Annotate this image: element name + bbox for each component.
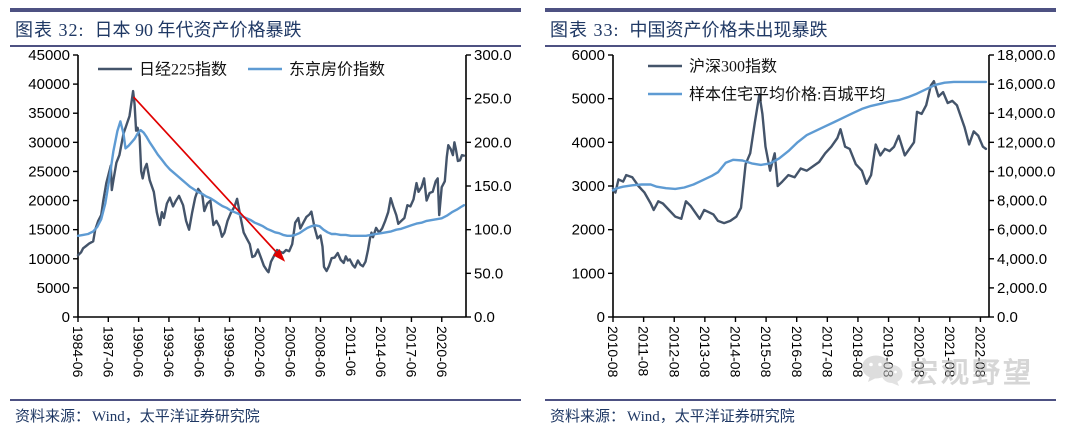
svg-text:0: 0: [62, 309, 70, 326]
svg-text:40000: 40000: [28, 76, 70, 93]
svg-text:200.0: 200.0: [474, 134, 512, 151]
svg-text:2020-08: 2020-08: [911, 326, 927, 378]
figure-33-caption: 图表 33: 中国资产价格未出现暴跌: [545, 12, 1056, 47]
svg-text:5000: 5000: [37, 280, 70, 297]
svg-text:12,000.0: 12,000.0: [997, 134, 1055, 151]
svg-text:2013-08: 2013-08: [697, 326, 713, 378]
svg-text:14,000.0: 14,000.0: [997, 105, 1055, 122]
svg-text:16,000.0: 16,000.0: [997, 76, 1055, 93]
svg-text:2012-08: 2012-08: [666, 326, 682, 378]
svg-text:2014-08: 2014-08: [728, 326, 744, 378]
figure-32-caption: 图表 32: 日本 90 年代资产价格暴跌: [10, 12, 521, 47]
svg-text:15000: 15000: [28, 222, 70, 239]
svg-text:1990-06: 1990-06: [131, 326, 147, 378]
figure-32-source: 资料来源： Wind，太平洋证券研究院: [10, 399, 521, 426]
svg-text:0.0: 0.0: [474, 309, 495, 326]
figure-33-label: 图表 33:: [550, 20, 620, 40]
svg-text:4,000.0: 4,000.0: [997, 251, 1047, 268]
svg-text:2019-08: 2019-08: [881, 326, 897, 378]
svg-text:样本住宅平均价格:百城平均: 样本住宅平均价格:百城平均: [689, 86, 885, 104]
figure-33-panel: 图表 33: 中国资产价格未出现暴跌 6000 5000 4000 3000 2000 1…: [545, 8, 1056, 426]
svg-text:2,000.0: 2,000.0: [997, 280, 1047, 297]
figure-33-source: 资料来源： Wind，太平洋证券研究院: [545, 399, 1056, 426]
svg-text:0: 0: [597, 309, 605, 326]
svg-text:10,000.0: 10,000.0: [997, 163, 1055, 180]
svg-text:1996-06: 1996-06: [191, 326, 207, 378]
svg-text:20000: 20000: [28, 193, 70, 210]
figure-32-label: 图表 32:: [15, 20, 85, 40]
figure-32-title: 日本 90 年代资产价格暴跌: [94, 20, 302, 40]
svg-text:35000: 35000: [28, 105, 70, 122]
svg-text:2005-06: 2005-06: [282, 326, 298, 378]
svg-text:2008-06: 2008-06: [313, 326, 329, 378]
svg-text:2002-06: 2002-06: [252, 326, 268, 378]
svg-text:150.0: 150.0: [474, 178, 512, 195]
svg-text:0.0: 0.0: [997, 309, 1018, 326]
svg-text:45000: 45000: [28, 47, 70, 64]
svg-text:30000: 30000: [28, 134, 70, 151]
svg-text:18,000.0: 18,000.0: [997, 47, 1055, 64]
svg-text:2015-08: 2015-08: [758, 326, 774, 378]
svg-text:1984-06: 1984-06: [70, 326, 86, 378]
svg-text:2017-06: 2017-06: [404, 326, 420, 378]
source-label: 资料来源：: [550, 409, 626, 425]
source-text: Wind，太平洋证券研究院: [92, 409, 260, 425]
figure-33-title: 中国资产价格未出现暴跌: [629, 20, 828, 40]
svg-text:2018-08: 2018-08: [850, 326, 866, 378]
svg-text:3000: 3000: [572, 178, 605, 195]
svg-text:1999-06: 1999-06: [222, 326, 238, 378]
svg-text:1000: 1000: [572, 265, 605, 282]
svg-text:2020-06: 2020-06: [434, 326, 450, 378]
svg-text:2022-08: 2022-08: [973, 326, 989, 378]
svg-text:东京房价指数: 东京房价指数: [289, 61, 385, 79]
svg-text:25000: 25000: [28, 163, 70, 180]
svg-text:1993-06: 1993-06: [161, 326, 177, 378]
svg-text:50.0: 50.0: [474, 265, 503, 282]
japan-asset-price-chart: 45000 40000 35000 30000 25000 20000 15000 10000…: [28, 47, 512, 378]
svg-text:2017-08: 2017-08: [819, 326, 835, 378]
svg-text:2014-06: 2014-06: [373, 326, 389, 378]
svg-text:2011-08: 2011-08: [636, 326, 652, 377]
svg-text:250.0: 250.0: [474, 91, 512, 108]
source-label: 资料来源：: [15, 409, 91, 425]
svg-text:沪深300指数: 沪深300指数: [689, 58, 777, 76]
svg-text:5000: 5000: [572, 91, 605, 108]
svg-text:4000: 4000: [572, 134, 605, 151]
source-text: Wind，太平洋证券研究院: [627, 409, 795, 425]
svg-text:日经225指数: 日经225指数: [139, 61, 227, 79]
svg-text:8,000.0: 8,000.0: [997, 193, 1047, 210]
figure-32-panel: 图表 32: 日本 90 年代资产价格暴跌 45000 40000 35000 300…: [10, 8, 521, 426]
svg-text:300.0: 300.0: [474, 47, 512, 64]
svg-text:6000: 6000: [572, 47, 605, 64]
svg-text:100.0: 100.0: [474, 222, 512, 239]
svg-text:2010-08: 2010-08: [605, 326, 621, 378]
svg-text:2016-08: 2016-08: [789, 326, 805, 378]
svg-text:2000: 2000: [572, 222, 605, 239]
svg-text:1987-06: 1987-06: [100, 326, 116, 378]
china-asset-price-chart: 6000 5000 4000 3000 2000 1000 0 18,000.0 16,000.…: [572, 47, 1056, 378]
svg-text:10000: 10000: [28, 251, 70, 268]
svg-text:2021-08: 2021-08: [942, 326, 958, 378]
svg-text:2011-06: 2011-06: [343, 326, 359, 377]
svg-text:6,000.0: 6,000.0: [997, 222, 1047, 239]
